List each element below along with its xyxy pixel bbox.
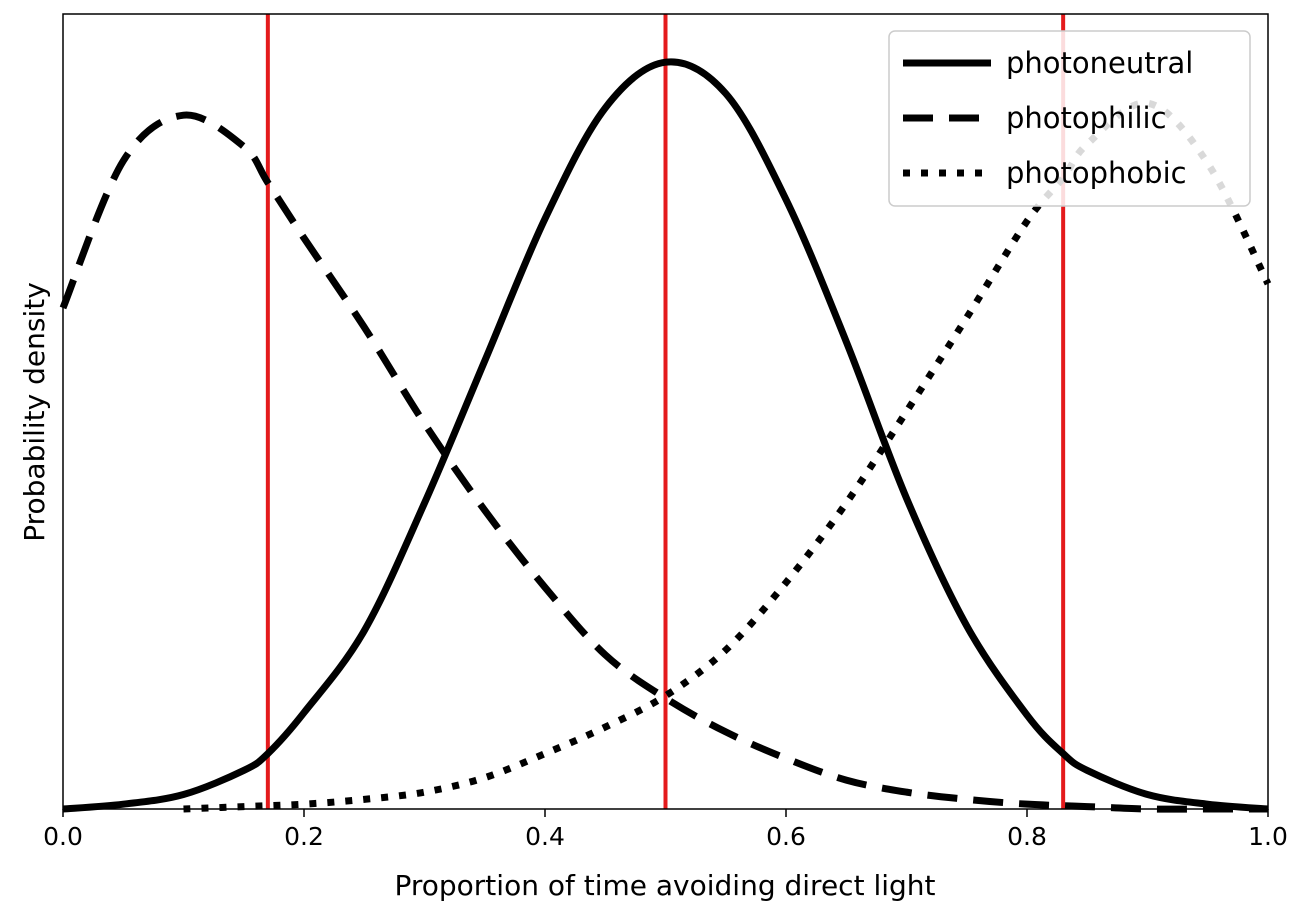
series-photophilic [59, 111, 1268, 813]
x-tick-label-1: 0.2 [284, 822, 324, 851]
legend-label-photophilic: photophilic [1006, 101, 1167, 135]
x-axis: 0.0 0.2 0.4 0.6 0.8 1.0 [43, 809, 1288, 851]
x-axis-title: Proportion of time avoiding direct light [394, 869, 935, 902]
legend-label-photophobic: photophobic [1006, 156, 1187, 190]
legend-box [888, 30, 1251, 207]
x-tick-label-0: 0.0 [43, 822, 83, 851]
legend: photoneutral photophilic photophobic [888, 30, 1251, 207]
x-tick-label-2: 0.4 [525, 822, 565, 851]
x-tick-label-4: 0.8 [1007, 822, 1047, 851]
series-photophobic [183, 99, 1272, 813]
legend-label-photoneutral: photoneutral [1006, 46, 1193, 80]
plot-frame [62, 13, 1269, 810]
series-photoneutral [62, 58, 1269, 813]
y-axis-title: Probability density [18, 282, 51, 542]
x-tick-label-5: 1.0 [1248, 822, 1288, 851]
x-tick-label-3: 0.6 [766, 822, 806, 851]
series-group [59, 58, 1272, 813]
